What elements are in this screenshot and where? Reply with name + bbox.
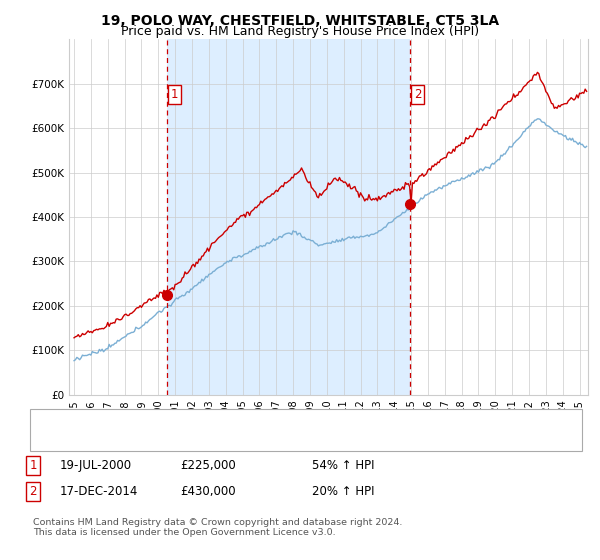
Text: 1: 1 bbox=[29, 459, 37, 473]
Text: 1: 1 bbox=[171, 88, 178, 101]
Text: Contains HM Land Registry data © Crown copyright and database right 2024.
This d: Contains HM Land Registry data © Crown c… bbox=[33, 518, 403, 538]
Text: 19-JUL-2000: 19-JUL-2000 bbox=[60, 459, 132, 473]
Text: 19, POLO WAY, CHESTFIELD, WHITSTABLE, CT5 3LA (detached house): 19, POLO WAY, CHESTFIELD, WHITSTABLE, CT… bbox=[75, 413, 436, 423]
Text: £225,000: £225,000 bbox=[180, 459, 236, 473]
Text: 54% ↑ HPI: 54% ↑ HPI bbox=[312, 459, 374, 473]
Text: HPI: Average price, detached house, Canterbury: HPI: Average price, detached house, Cant… bbox=[75, 431, 327, 441]
Text: £430,000: £430,000 bbox=[180, 485, 236, 498]
Text: 2: 2 bbox=[29, 485, 37, 498]
Text: 2: 2 bbox=[414, 88, 421, 101]
Text: 20% ↑ HPI: 20% ↑ HPI bbox=[312, 485, 374, 498]
Bar bbox=[167, 39, 410, 395]
Text: Price paid vs. HM Land Registry's House Price Index (HPI): Price paid vs. HM Land Registry's House … bbox=[121, 25, 479, 38]
Text: 19, POLO WAY, CHESTFIELD, WHITSTABLE, CT5 3LA: 19, POLO WAY, CHESTFIELD, WHITSTABLE, CT… bbox=[101, 14, 499, 28]
Text: 17-DEC-2014: 17-DEC-2014 bbox=[60, 485, 139, 498]
